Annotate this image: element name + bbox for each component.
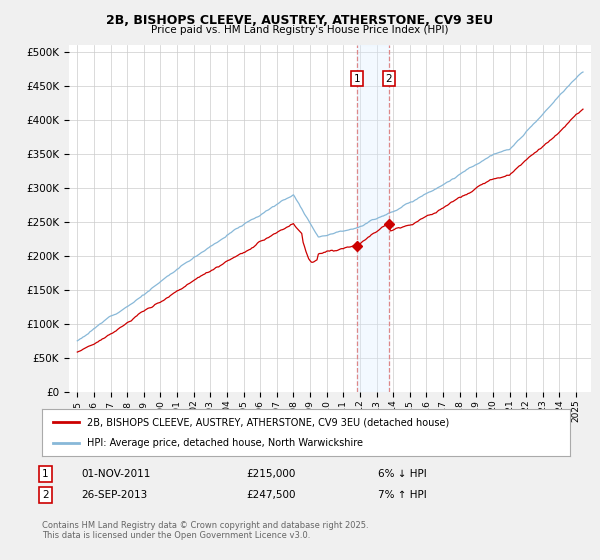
Text: 1: 1 <box>42 469 49 479</box>
Text: 2: 2 <box>42 490 49 500</box>
Text: 2B, BISHOPS CLEEVE, AUSTREY, ATHERSTONE, CV9 3EU: 2B, BISHOPS CLEEVE, AUSTREY, ATHERSTONE,… <box>106 14 494 27</box>
Text: £247,500: £247,500 <box>246 490 296 500</box>
Text: 7% ↑ HPI: 7% ↑ HPI <box>378 490 427 500</box>
Text: Contains HM Land Registry data © Crown copyright and database right 2025.
This d: Contains HM Land Registry data © Crown c… <box>42 521 368 540</box>
Text: £215,000: £215,000 <box>246 469 295 479</box>
Text: 1: 1 <box>354 74 361 84</box>
Text: HPI: Average price, detached house, North Warwickshire: HPI: Average price, detached house, Nort… <box>87 438 363 448</box>
Text: 6% ↓ HPI: 6% ↓ HPI <box>378 469 427 479</box>
Text: Price paid vs. HM Land Registry's House Price Index (HPI): Price paid vs. HM Land Registry's House … <box>151 25 449 35</box>
Text: 2: 2 <box>386 74 392 84</box>
Text: 01-NOV-2011: 01-NOV-2011 <box>81 469 151 479</box>
Bar <box>357 45 389 392</box>
Text: 26-SEP-2013: 26-SEP-2013 <box>81 490 147 500</box>
Text: 2B, BISHOPS CLEEVE, AUSTREY, ATHERSTONE, CV9 3EU (detached house): 2B, BISHOPS CLEEVE, AUSTREY, ATHERSTONE,… <box>87 417 449 427</box>
